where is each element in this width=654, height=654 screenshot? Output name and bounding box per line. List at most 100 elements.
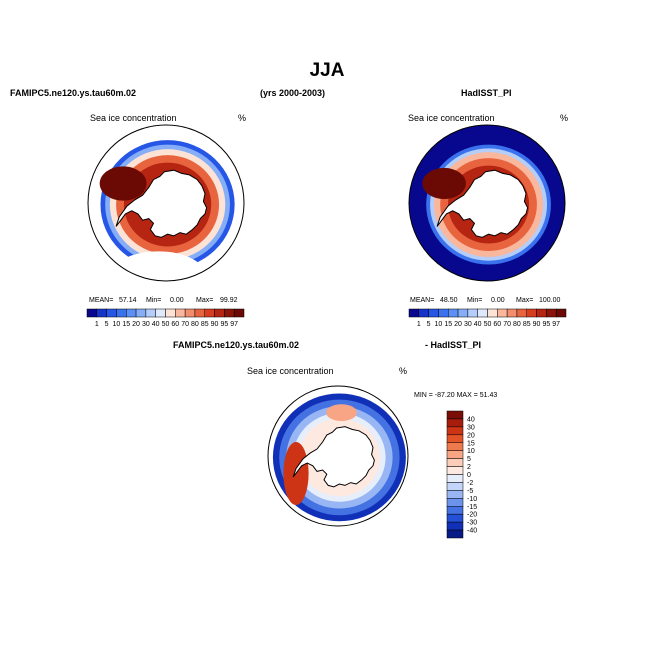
right-model-label: HadISST_PI (461, 88, 512, 98)
colorbar-box-diff-8 (446, 474, 464, 483)
colorbar-box-obs-9 (497, 308, 508, 318)
colorbar-box-model-0 (86, 308, 98, 318)
colorbar-box-obs-5 (457, 308, 469, 318)
colorbar-label-diff-6: 2 (467, 464, 471, 471)
colorbar-box-model-3 (116, 308, 127, 318)
colorbar-label-obs-12: 90 (533, 321, 541, 328)
colorbar-box-model-9 (175, 308, 186, 318)
colorbar-box-model-5 (135, 308, 147, 318)
colorbar-box-obs-12 (526, 308, 537, 318)
colorbar-label-obs-1: 5 (427, 321, 431, 328)
obs-mean-value: 48.50 (440, 297, 458, 304)
diff-panel-units: % (399, 366, 408, 376)
colorbar-label-obs-7: 50 (484, 321, 492, 328)
colorbar-label-diff-11: -15 (467, 504, 477, 511)
map-obs (408, 124, 566, 282)
colorbar-box-diff-13 (446, 513, 464, 523)
colorbar-label-obs-14: 97 (552, 321, 560, 328)
colorbar-box-obs-3 (438, 308, 449, 318)
colorbar-label-model-12: 90 (211, 321, 219, 328)
colorbar-box-obs-10 (506, 308, 518, 318)
colorbar-box-model-7 (155, 308, 166, 318)
weddell-sea-max (422, 167, 466, 200)
colorbar-box-model-4 (126, 308, 137, 318)
obs-mean-label: MEAN= (410, 297, 435, 304)
colorbar-box-diff-10 (446, 490, 464, 499)
diff-range-label: MIN = -87.20 MAX = 51.43 (414, 392, 498, 399)
colorbar-label-diff-2: 20 (467, 432, 475, 439)
colorbar-label-model-1: 5 (105, 321, 109, 328)
antarctica-continent (115, 169, 208, 238)
antarctica-continent (436, 169, 529, 238)
colorbar-label-obs-8: 60 (493, 321, 501, 328)
colorbar-box-model-8 (165, 308, 176, 318)
colorbar-label-obs-9: 70 (503, 321, 511, 328)
colorbar-box-diff-3 (446, 434, 464, 443)
colorbar-label-model-2: 10 (113, 321, 121, 328)
model-mean-value: 57.14 (119, 297, 137, 304)
colorbar-label-diff-5: 5 (467, 456, 471, 463)
colorbar-label-obs-4: 20 (454, 321, 462, 328)
colorbar-label-diff-4: 10 (467, 448, 475, 455)
colorbar-label-diff-13: -30 (467, 520, 477, 527)
colorbar-label-model-13: 95 (220, 321, 228, 328)
colorbar-label-model-9: 70 (181, 321, 189, 328)
colorbar-box-obs-14 (546, 308, 557, 318)
colorbar-label-model-5: 30 (142, 321, 150, 328)
colorbar-box-diff-12 (446, 506, 464, 515)
colorbar-label-diff-10: -10 (467, 496, 477, 503)
colorbar-box-obs-11 (516, 308, 527, 318)
colorbar-label-diff-0: 40 (467, 416, 475, 423)
colorbar-label-diff-7: 0 (467, 472, 471, 479)
model-max-value: 99.92 (220, 297, 238, 304)
map-boundary-circle (408, 124, 566, 282)
colorbar-label-diff-14: -40 (467, 528, 477, 535)
model-panel-units: % (238, 113, 247, 123)
colorbar-box-obs-13 (536, 308, 547, 318)
colorbar-box-model-10 (184, 308, 196, 318)
ice-free-north-sector (111, 251, 205, 281)
colorbar-label-model-14: 97 (230, 321, 238, 328)
diff-right-label: - HadISST_PI (425, 340, 482, 350)
colorbar-label-obs-11: 85 (523, 321, 531, 328)
map-boundary-circle (87, 124, 245, 282)
obs-panel-units: % (560, 113, 569, 123)
colorbar-box-diff-11 (446, 498, 464, 507)
colorbar-label-model-7: 50 (162, 321, 170, 328)
colorbar-box-diff-9 (446, 482, 464, 491)
colorbar-box-diff-4 (446, 442, 464, 451)
model-min-label: Min= (146, 297, 162, 304)
colorbar-box-diff-6 (446, 458, 464, 467)
colorbar-box-diff-0 (446, 410, 464, 420)
colorbar-box-obs-7 (477, 308, 488, 318)
colorbar-label-diff-12: -20 (467, 512, 477, 519)
colorbar-box-model-6 (145, 308, 156, 318)
colorbar-box-diff-7 (446, 466, 464, 475)
colorbar-label-obs-0: 1 (417, 321, 421, 328)
colorbar-box-diff-5 (446, 450, 464, 459)
colorbar-label-obs-5: 30 (464, 321, 472, 328)
colorbar-box-model-1 (96, 308, 107, 318)
colorbar-label-model-8: 60 (171, 321, 179, 328)
colorbar-label-model-11: 85 (201, 321, 209, 328)
colorbar-box-diff-15 (446, 529, 464, 539)
period-label: (yrs 2000-2003) (260, 88, 326, 98)
diff-left-label: FAMIPC5.ne120.ys.tau60m.02 (173, 340, 300, 350)
page-title: JJA (309, 60, 345, 81)
weddell-sea-max (99, 166, 147, 201)
obs-max-value: 100.00 (539, 297, 561, 304)
model-panel-title: Sea ice concentration (90, 113, 177, 123)
colorbar-box-obs-0 (408, 308, 420, 318)
colorbar-label-obs-6: 40 (474, 321, 482, 328)
colorbar-box-model-15 (233, 308, 245, 318)
colorbar-box-obs-8 (487, 308, 498, 318)
colorbar-box-diff-14 (446, 521, 464, 531)
model-max-label: Max= (196, 297, 214, 304)
colorbar-label-obs-10: 80 (513, 321, 521, 328)
left-model-label: FAMIPC5.ne120.ys.tau60m.02 (10, 88, 137, 98)
obs-min-label: Min= (467, 297, 483, 304)
obs-min-value: 0.00 (491, 297, 505, 304)
map-boundary-circle (267, 385, 409, 527)
map-diff (267, 385, 409, 527)
